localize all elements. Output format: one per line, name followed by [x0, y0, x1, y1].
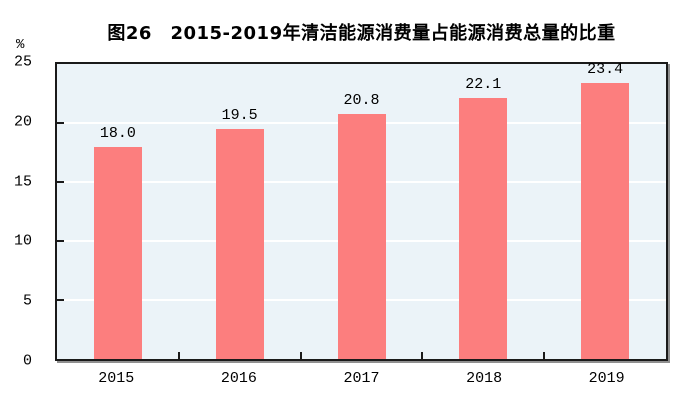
bar-value-label: 18.0: [99, 124, 136, 142]
y-axis-tick: [57, 181, 64, 183]
x-axis-tick: [299, 352, 302, 359]
x-axis-tick-label: 2016: [220, 370, 257, 387]
x-axis-tick-label: 2017: [343, 370, 380, 387]
y-axis-tick: [57, 122, 64, 124]
x-axis-tick: [543, 352, 546, 359]
y-axis-tick-label: 10: [13, 232, 32, 250]
y-axis: 0 5 10 15 20 25: [0, 55, 42, 369]
y-axis-tick: [57, 299, 64, 301]
bar-value-label: 22.1: [465, 76, 502, 94]
bar: [215, 128, 264, 359]
chart-title: 图26 2015-2019年清洁能源消费量占能源消费总量的比重: [107, 23, 616, 44]
x-axis-tick: [177, 352, 180, 359]
y-axis-unit-label: %: [16, 37, 25, 53]
x-axis-tick-label: 2019: [588, 370, 625, 387]
bar: [459, 98, 508, 359]
y-axis-tick-label: 0: [22, 352, 32, 370]
bar: [337, 113, 386, 359]
y-axis-tick-label: 5: [22, 292, 32, 310]
y-axis-tick-label: 20: [13, 113, 32, 131]
bar: [581, 82, 630, 359]
y-axis-tick-label: 25: [13, 53, 32, 71]
plot-area: 18.0 19.5 20.8 22.1 23.4: [55, 62, 668, 361]
bar: [93, 146, 142, 359]
y-axis-tick: [57, 240, 64, 242]
x-axis: 2015 2016 2017 2018 2019: [55, 370, 668, 390]
bar-value-label: 19.5: [221, 106, 258, 124]
x-axis-tick-label: 2015: [98, 370, 135, 387]
x-axis-tick-label: 2018: [466, 370, 503, 387]
bar-value-label: 20.8: [343, 91, 380, 109]
y-axis-tick-label: 15: [13, 173, 32, 191]
bar-value-label: 23.4: [587, 60, 624, 78]
x-axis-tick: [421, 352, 424, 359]
